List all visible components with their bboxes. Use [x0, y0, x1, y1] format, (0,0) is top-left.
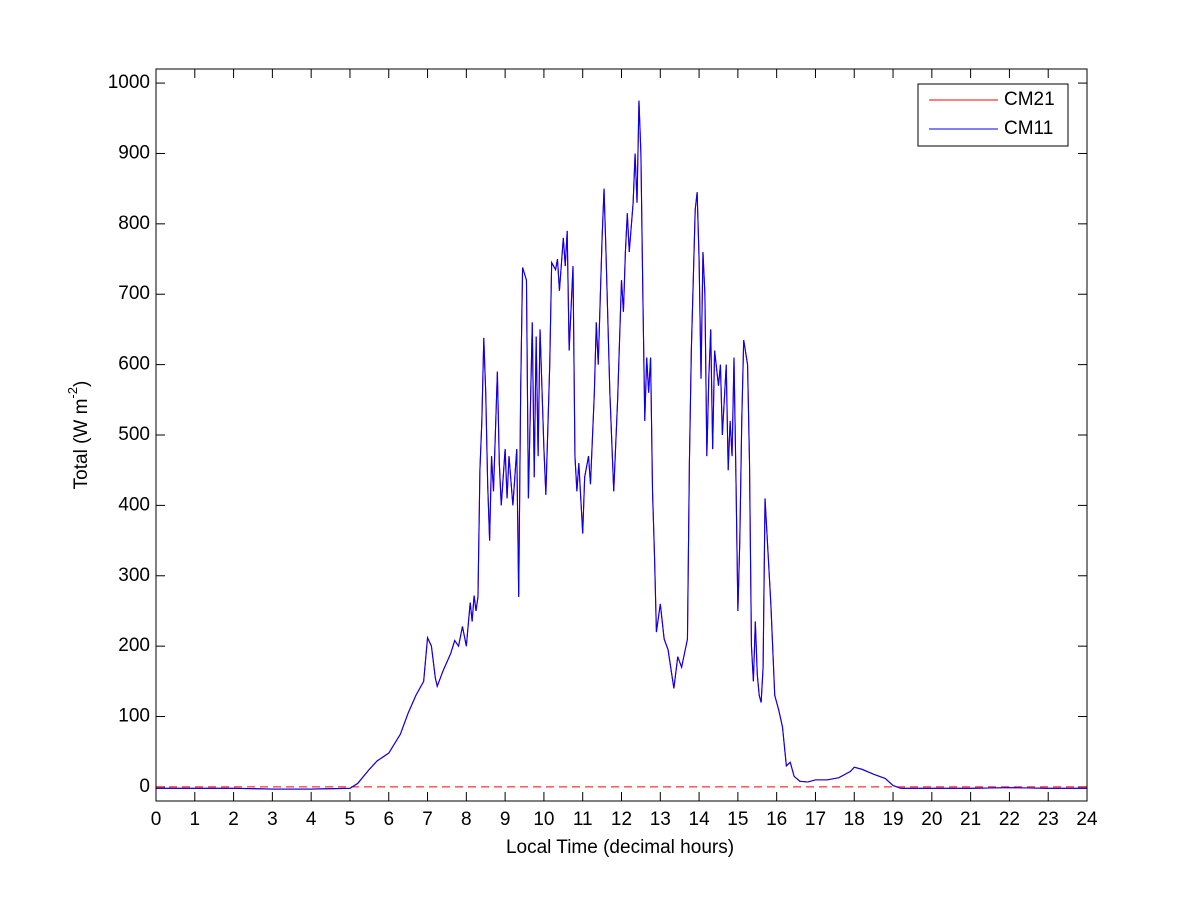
series-line — [156, 100, 1087, 790]
y-axis-label-text: Total (W m — [71, 399, 92, 490]
x-tick-label: 5 — [345, 809, 356, 830]
legend-label: CM11 — [1004, 118, 1053, 139]
x-tick-label: 13 — [650, 809, 671, 830]
x-tick-label: 22 — [999, 809, 1020, 830]
x-tick-label: 3 — [267, 809, 278, 830]
y-axis-label-suffix: ) — [71, 381, 92, 387]
y-tick-label: 400 — [118, 494, 150, 515]
x-tick-label: 19 — [882, 809, 903, 830]
x-tick-label: 15 — [727, 809, 748, 830]
y-tick-label: 500 — [118, 424, 150, 445]
x-tick-label: 12 — [611, 809, 632, 830]
x-tick-label: 8 — [461, 809, 472, 830]
y-axis-label-superscript: -2 — [65, 387, 80, 399]
x-axis-label: Local Time (decimal hours) — [506, 837, 734, 858]
x-tick-label: 7 — [422, 809, 433, 830]
x-tick-label: 2 — [228, 809, 239, 830]
legend-label: CM21 — [1004, 89, 1055, 110]
x-tick-label: 6 — [383, 809, 394, 830]
y-tick-label: 300 — [118, 565, 150, 586]
y-tick-label: 600 — [118, 354, 150, 375]
x-tick-label: 9 — [500, 809, 511, 830]
x-tick-label: 24 — [1076, 809, 1098, 830]
x-tick-label: 0 — [151, 809, 162, 830]
legend-box — [917, 83, 1069, 147]
y-axis-label: Total (W m-2) — [65, 381, 92, 490]
x-tick-label: 23 — [1038, 809, 1059, 830]
y-tick-label: 1000 — [108, 72, 150, 93]
y-tick-label: 200 — [118, 635, 150, 656]
x-tick-label: 1 — [190, 809, 201, 830]
y-tick-label: 900 — [118, 142, 150, 163]
x-tick-label: 21 — [960, 809, 981, 830]
x-tick-label: 16 — [766, 809, 787, 830]
plot-frame — [155, 68, 1088, 802]
y-tick-label: 700 — [118, 283, 150, 304]
x-tick-label: 18 — [844, 809, 865, 830]
x-tick-label: 17 — [805, 809, 826, 830]
y-tick-label: 0 — [139, 776, 150, 797]
x-tick-label: 10 — [533, 809, 554, 830]
y-tick-label: 800 — [118, 213, 150, 234]
x-tick-label: 11 — [573, 809, 593, 830]
y-tick-label: 100 — [118, 706, 150, 727]
x-tick-label: 14 — [689, 809, 711, 830]
x-tick-label: 20 — [921, 809, 942, 830]
x-tick-label: 4 — [306, 809, 317, 830]
